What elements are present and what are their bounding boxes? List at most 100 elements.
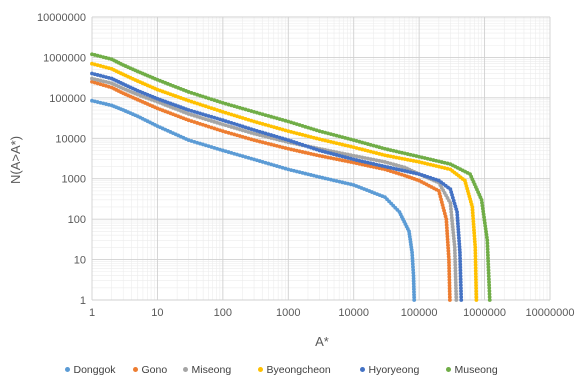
data-point: [449, 207, 453, 211]
data-point: [198, 93, 202, 98]
data-point: [257, 159, 262, 163]
data-point: [414, 171, 419, 176]
data-point: [453, 257, 457, 261]
data-point: [458, 280, 463, 285]
data-point: [252, 131, 256, 136]
data-point: [446, 249, 451, 253]
data-point: [198, 111, 202, 116]
data-point: [283, 146, 288, 150]
data-point: [471, 216, 476, 221]
data-point: [453, 271, 458, 276]
data-point: [329, 139, 333, 144]
data-point: [455, 221, 460, 226]
data-point: [255, 128, 259, 133]
data-point: [385, 153, 390, 158]
data-point: [283, 137, 288, 142]
data-point: [303, 150, 308, 155]
data-point: [255, 132, 259, 137]
y-tick-label: 1: [80, 295, 86, 307]
data-point: [444, 223, 449, 227]
legend-item-miseong: Miseong: [183, 364, 231, 376]
data-point: [450, 195, 455, 200]
data-point: [206, 114, 211, 118]
data-point: [417, 160, 422, 164]
data-point: [486, 277, 491, 281]
data-point: [289, 147, 294, 152]
data-point: [326, 139, 330, 144]
data-point: [411, 284, 416, 289]
data-point: [346, 181, 350, 186]
data-point: [337, 141, 342, 146]
data-point: [410, 250, 414, 255]
data-point: [487, 292, 492, 296]
data-point: [360, 155, 365, 160]
data-point: [374, 151, 379, 155]
data-point: [272, 163, 276, 168]
data-point: [452, 248, 457, 253]
series-miseong: [90, 76, 459, 302]
data-point: [471, 219, 476, 224]
data-point: [447, 289, 452, 294]
data-point: [482, 215, 486, 220]
data-point: [340, 135, 345, 140]
data-point: [201, 112, 205, 117]
data-point: [203, 113, 208, 118]
data-point: [294, 169, 299, 174]
data-point: [411, 158, 416, 163]
data-point: [346, 152, 350, 157]
data-point: [408, 152, 413, 157]
data-point: [280, 136, 285, 141]
data-point: [487, 283, 492, 287]
data-point: [453, 268, 458, 273]
data-point: [411, 279, 416, 283]
data-point: [474, 295, 479, 299]
y-tick-label: 1000000: [43, 52, 86, 64]
data-point: [351, 153, 356, 158]
data-point: [405, 169, 410, 174]
data-point: [483, 223, 488, 228]
data-point: [257, 111, 262, 116]
y-tick-label: 100000: [49, 93, 86, 105]
data-point: [420, 155, 424, 160]
data-point: [458, 283, 463, 288]
data-point: [198, 121, 202, 126]
data-point: [326, 131, 330, 136]
data-point: [408, 170, 413, 175]
data-point: [263, 113, 268, 117]
data-point: [269, 114, 274, 119]
data-point: [192, 113, 197, 118]
data-point: [457, 241, 462, 246]
data-point: [447, 286, 452, 291]
data-point: [371, 150, 376, 155]
data-point: [472, 236, 477, 241]
data-point: [380, 159, 384, 164]
data-point: [340, 158, 345, 163]
data-point: [201, 116, 205, 121]
data-point: [454, 286, 458, 291]
data-point: [388, 165, 393, 170]
data-point: [311, 152, 316, 157]
x-tick-label: 100000: [401, 307, 438, 319]
data-point: [357, 158, 362, 163]
data-point: [434, 164, 439, 168]
data-point: [453, 263, 458, 267]
data-point: [470, 207, 475, 212]
data-point: [309, 135, 313, 139]
data-point: [391, 155, 396, 159]
data-point: [458, 259, 463, 264]
data-point: [300, 132, 305, 137]
data-point: [445, 240, 450, 245]
data-point: [260, 130, 265, 135]
data-point: [411, 265, 415, 269]
data-point: [255, 158, 259, 163]
data-point: [340, 180, 345, 185]
data-point: [206, 96, 211, 101]
data-point: [412, 295, 417, 300]
data-point: [459, 292, 463, 296]
data-point: [484, 235, 489, 240]
data-point: [311, 173, 316, 178]
data-point: [453, 274, 458, 279]
data-point: [195, 101, 200, 106]
data-point: [445, 234, 450, 239]
data-point: [297, 170, 302, 175]
